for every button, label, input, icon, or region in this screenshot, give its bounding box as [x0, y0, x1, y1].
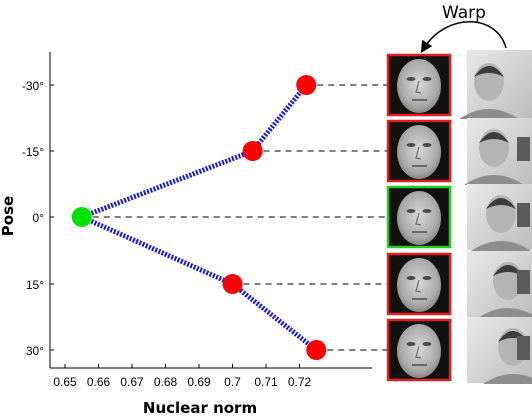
x-tick-label: 0.65 — [53, 375, 77, 389]
point-pose-2 — [71, 207, 92, 227]
face-panel — [386, 119, 452, 183]
face-panel — [386, 252, 452, 316]
point-pose-1 — [242, 141, 263, 161]
warp-arrow — [420, 21, 507, 54]
face-panels — [386, 53, 452, 382]
y-tick-label: -30° — [22, 79, 44, 93]
face-panel — [386, 185, 452, 249]
points — [71, 75, 327, 360]
face-panel — [386, 318, 452, 382]
photo-panel — [467, 251, 532, 318]
x-tick-label: 0.68 — [154, 375, 178, 389]
dashed-connectors — [81, 84, 388, 351]
photo-panel — [459, 50, 532, 119]
x-tick-label: 0.69 — [187, 375, 211, 389]
x-tick-label: 0.71 — [254, 375, 278, 389]
y-tick-label: -15° — [22, 145, 44, 159]
photo-panels — [459, 50, 532, 384]
photo-panel — [467, 317, 532, 384]
point-pose-3 — [222, 274, 243, 294]
y-tick-label: 30° — [26, 344, 44, 358]
photo-panel — [464, 118, 532, 185]
y-axis-title: Pose — [0, 196, 17, 236]
x-ticks: 0.65 0.66 0.67 0.68 0.69 0.7 0.71 0.72 — [53, 364, 312, 389]
x-tick-label: 0.72 — [288, 375, 312, 389]
face-panel — [386, 53, 452, 117]
x-axis-title: Nuclear norm — [143, 399, 257, 417]
point-pose-0 — [296, 75, 317, 95]
series-line-negative-pose — [80, 83, 309, 220]
x-tick-label: 0.7 — [224, 375, 241, 389]
x-tick-label: 0.66 — [87, 375, 111, 389]
plot-axes — [49, 52, 372, 369]
y-tick-label: 0° — [33, 211, 45, 225]
x-tick-label: 0.67 — [120, 375, 144, 389]
warp-label: Warp — [442, 3, 486, 23]
y-tick-label: 15° — [26, 278, 44, 292]
photo-panel — [467, 184, 532, 251]
y-ticks: -30° -15° 0° 15° 30° — [22, 79, 54, 358]
point-pose-4 — [306, 340, 327, 360]
